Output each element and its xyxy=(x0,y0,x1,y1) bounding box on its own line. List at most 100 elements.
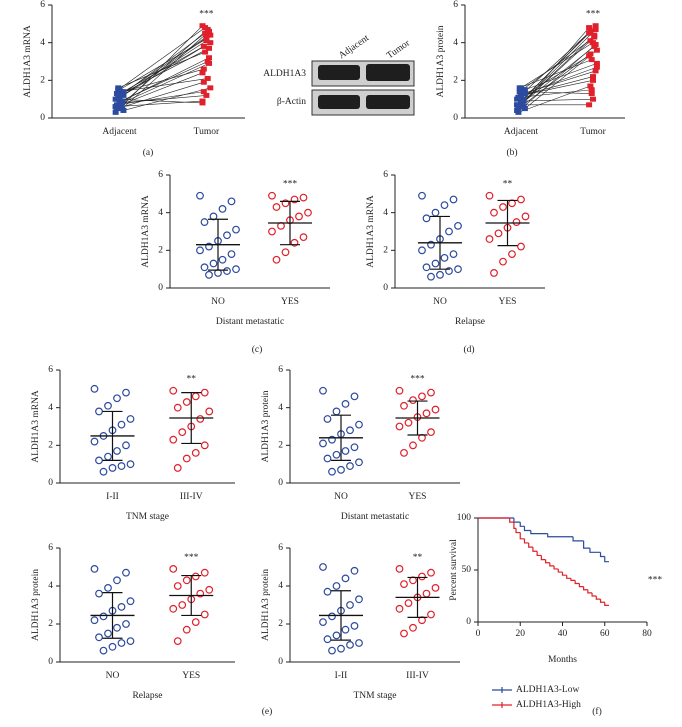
y-tick-label: 0 xyxy=(278,657,283,667)
point xyxy=(587,51,594,57)
point xyxy=(440,201,449,210)
point xyxy=(120,107,127,113)
y-tick-label: 6 xyxy=(40,0,45,10)
point xyxy=(232,225,240,234)
point xyxy=(422,409,431,418)
point xyxy=(418,246,426,255)
point xyxy=(290,238,299,247)
point xyxy=(515,109,522,115)
point xyxy=(593,60,600,66)
y-tick-label: 4 xyxy=(48,581,53,591)
point xyxy=(593,64,600,70)
point xyxy=(323,587,332,596)
point xyxy=(304,208,312,217)
x-tick-label: NO xyxy=(433,297,447,307)
point xyxy=(90,384,99,393)
y-tick-label: 50 xyxy=(462,565,472,575)
point xyxy=(173,403,182,412)
y-tick-label: 4 xyxy=(278,403,283,413)
pair-line xyxy=(122,63,210,104)
point xyxy=(427,272,435,281)
point xyxy=(341,574,350,583)
point xyxy=(116,87,123,93)
pair-line xyxy=(520,98,594,102)
y-tick-label: 0 xyxy=(40,113,45,123)
y-tick-label: 4 xyxy=(383,208,388,218)
annotation: *** xyxy=(199,10,214,20)
point xyxy=(202,49,209,55)
x-axis-label: Months xyxy=(548,655,577,665)
survival-step xyxy=(583,586,588,591)
pair-line xyxy=(119,95,207,104)
point xyxy=(395,604,404,613)
pair-line xyxy=(523,70,596,94)
pair-line xyxy=(123,87,211,111)
point xyxy=(122,568,130,577)
point xyxy=(494,229,503,238)
error-bar xyxy=(331,414,351,461)
point xyxy=(173,582,182,590)
panel-label: (a) xyxy=(143,147,154,158)
point xyxy=(95,589,103,598)
point xyxy=(203,92,210,98)
x-tick-label: NO xyxy=(106,671,120,681)
point xyxy=(205,585,214,594)
y-tick-label: 2 xyxy=(48,619,53,629)
point xyxy=(200,66,207,72)
point xyxy=(122,441,130,450)
survival-step xyxy=(530,530,548,535)
point xyxy=(319,563,327,571)
point xyxy=(328,612,336,621)
point xyxy=(119,91,126,97)
pair-line xyxy=(522,34,595,104)
survival-step xyxy=(599,552,605,558)
point xyxy=(232,265,240,274)
point xyxy=(204,75,211,81)
pair-line xyxy=(115,98,203,104)
survival-step xyxy=(589,548,601,553)
pair-line xyxy=(523,29,596,102)
pair-line xyxy=(120,61,208,102)
point xyxy=(427,428,435,437)
point xyxy=(449,250,458,259)
pair-line xyxy=(116,68,204,94)
point xyxy=(182,625,191,634)
point xyxy=(95,633,103,642)
y-tick-label: 4 xyxy=(278,581,283,591)
y-axis-label: ALDH1A3 mRNA xyxy=(31,390,41,463)
point xyxy=(200,89,207,95)
point xyxy=(499,257,507,266)
point xyxy=(207,32,214,38)
point xyxy=(400,580,408,588)
panel-label: (f) xyxy=(592,706,602,717)
survival-step xyxy=(540,555,546,561)
annotation: *** xyxy=(586,10,601,20)
pair-line xyxy=(519,89,592,98)
point xyxy=(169,386,178,395)
point xyxy=(200,610,209,619)
point xyxy=(418,392,426,401)
point xyxy=(490,269,498,277)
point xyxy=(113,102,120,108)
point xyxy=(328,467,336,476)
error-bar xyxy=(181,574,202,617)
survival-step xyxy=(561,572,567,576)
survival-step xyxy=(553,565,559,570)
point xyxy=(196,246,204,255)
point xyxy=(436,270,444,279)
pair-line xyxy=(115,72,203,107)
error-bar xyxy=(331,590,351,641)
point xyxy=(122,620,130,628)
point xyxy=(490,208,498,217)
pair-line xyxy=(118,27,206,90)
error-bar xyxy=(407,576,428,618)
y-tick-label: 0 xyxy=(453,113,458,123)
point xyxy=(205,407,214,416)
x-axis-label: TNM stage xyxy=(126,512,169,522)
point xyxy=(586,102,593,108)
point xyxy=(191,618,200,626)
point xyxy=(341,400,350,408)
survival-step xyxy=(604,556,609,563)
pair-line xyxy=(516,33,590,106)
